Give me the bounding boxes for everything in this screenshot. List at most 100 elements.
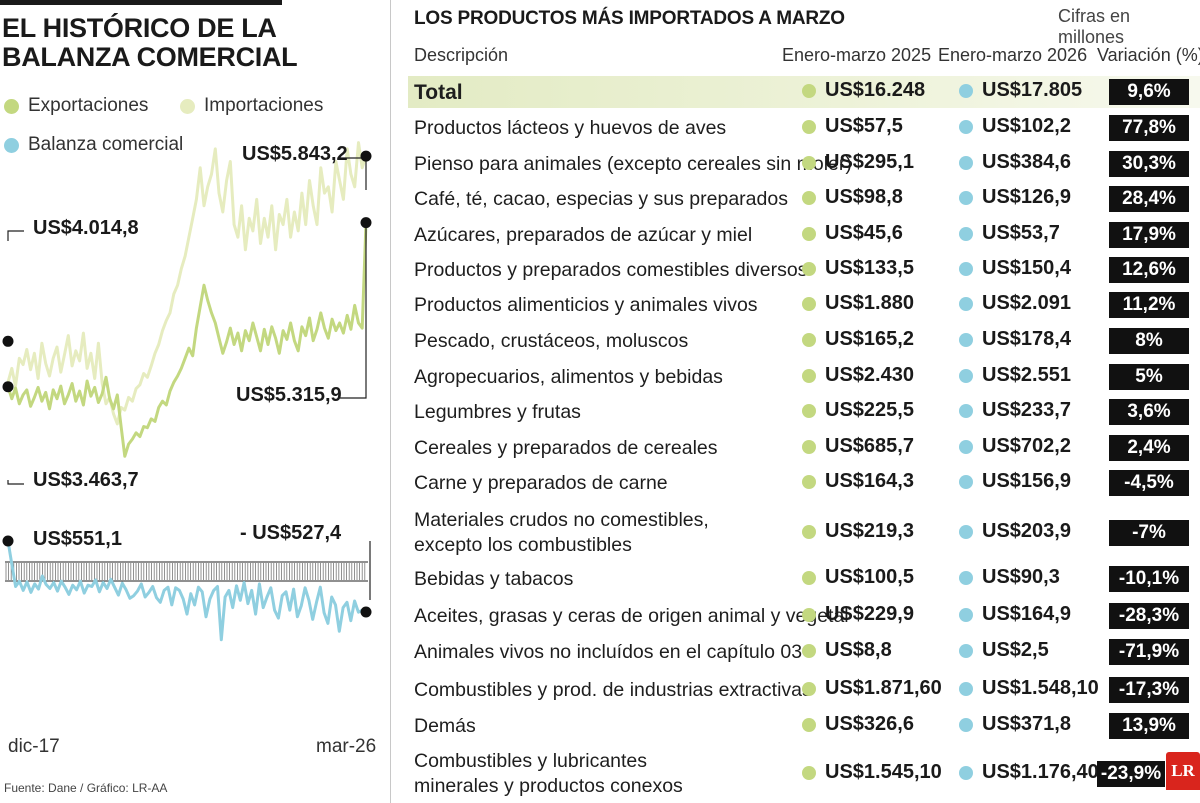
legend-balance: Balanza comercial — [4, 134, 183, 156]
value-2026: US$2.551 — [959, 364, 1071, 387]
value-2026-text: US$102,2 — [982, 115, 1071, 137]
value-2026-text: US$233,7 — [982, 399, 1071, 421]
header-2025: Enero-marzo 2025 — [782, 45, 932, 65]
variation-badge: 9,6% — [1109, 79, 1189, 105]
value-2025-dot — [802, 368, 816, 383]
legend-exports-dot — [4, 98, 19, 114]
value-2026: US$164,9 — [959, 603, 1071, 626]
value-2026-text: US$1.548,10 — [982, 677, 1099, 699]
header-2026: Enero-marzo 2026 — [938, 45, 1088, 65]
value-2025-text: US$229,9 — [825, 603, 914, 625]
value-2026: US$156,9 — [959, 470, 1071, 493]
source-note: Fuente: Dane / Gráfico: LR-AA — [4, 781, 168, 795]
annotation-balance-start: US$551,1 — [33, 528, 122, 550]
variation-badge: 12,6% — [1109, 257, 1189, 283]
x-axis-end-label: mar-26 — [316, 736, 377, 757]
variation-badge: 3,6% — [1109, 399, 1189, 425]
value-2025: US$98,8 — [802, 186, 903, 209]
row-description-line: Café, té, cacao, especias y sus preparad… — [414, 187, 788, 210]
value-2025: US$165,2 — [802, 328, 914, 351]
value-2025: US$57,5 — [802, 115, 903, 138]
panel-divider — [390, 0, 391, 803]
value-2025-text: US$685,7 — [825, 435, 914, 457]
value-2026-dot — [959, 607, 973, 622]
value-2026: US$53,7 — [959, 222, 1060, 245]
value-2026-dot — [959, 226, 973, 241]
row-description: Animales vivos no incluídos en el capítu… — [414, 640, 802, 665]
marker-imports-start — [2, 335, 14, 347]
value-2025-text: US$1.545,10 — [825, 761, 942, 783]
value-2025-text: US$98,8 — [825, 186, 903, 208]
value-2025: US$225,5 — [802, 399, 914, 422]
value-2025: US$8,8 — [802, 639, 892, 662]
value-2026: US$1.548,10 — [959, 677, 1099, 700]
row-description: Productos y preparados comestibles diver… — [414, 258, 807, 283]
value-2026: US$203,9 — [959, 520, 1071, 543]
row-description: Agropecuarios, alimentos y bebidas — [414, 365, 723, 390]
trade-balance-chart — [2, 141, 372, 642]
legend-imports-dot — [180, 98, 195, 114]
value-2025-dot — [802, 332, 816, 347]
value-2025: US$100,5 — [802, 566, 914, 589]
value-2025-text: US$57,5 — [825, 115, 903, 137]
lr-logo: LR — [1166, 752, 1200, 790]
value-2025-text: US$295,1 — [825, 151, 914, 173]
chart-title-line1: EL HISTÓRICO DE LA — [2, 13, 277, 43]
value-2026: US$126,9 — [959, 186, 1071, 209]
variation-badge: 13,9% — [1109, 713, 1189, 739]
legend-balance-label: Balanza comercial — [28, 134, 184, 155]
value-2026-dot — [959, 524, 973, 539]
value-2025-text: US$100,5 — [825, 566, 914, 588]
value-2026-text: US$371,8 — [982, 713, 1071, 735]
value-2025: US$164,3 — [802, 470, 914, 493]
row-description-line: Legumbres y frutas — [414, 400, 581, 423]
value-2026: US$90,3 — [959, 566, 1060, 589]
value-2025-dot — [802, 119, 816, 134]
value-2025-dot — [802, 439, 816, 454]
value-2025-dot — [802, 296, 816, 311]
value-2026-dot — [959, 83, 973, 98]
row-description-line: Combustibles y prod. de industrias extra… — [414, 678, 812, 701]
value-2025-dot — [802, 226, 816, 241]
value-2026-text: US$702,2 — [982, 435, 1071, 457]
variation-badge: 8% — [1109, 328, 1189, 354]
row-description: Bebidas y tabacos — [414, 567, 573, 592]
header-variation: Variación (%) — [1097, 45, 1200, 65]
marker-imports-last — [360, 150, 372, 162]
value-2025-text: US$16.248 — [825, 79, 926, 101]
row-description-line: excepto los combustibles — [414, 534, 632, 556]
variation-badge: 28,4% — [1109, 186, 1189, 212]
row-description-line: Productos alimenticios y animales vivos — [414, 293, 758, 316]
annotation-exports-min: US$3.463,7 — [33, 469, 139, 491]
value-2025-dot — [802, 190, 816, 205]
value-2026-dot — [959, 403, 973, 418]
value-2025: US$219,3 — [802, 520, 914, 543]
legend-imports-label: Importaciones — [204, 95, 324, 116]
row-description-line: Total — [414, 80, 463, 104]
value-2025-dot — [802, 765, 816, 780]
value-2026-dot — [959, 119, 973, 134]
value-2025-dot — [802, 681, 816, 696]
value-2025-text: US$133,5 — [825, 257, 914, 279]
row-description-line: Cereales y preparados de cereales — [414, 436, 718, 459]
value-2026: US$702,2 — [959, 435, 1071, 458]
value-2026-text: US$2.091 — [982, 292, 1071, 314]
row-description-line: Productos y preparados comestibles diver… — [414, 258, 808, 281]
value-2025-dot — [802, 403, 816, 418]
value-2025: US$1.880 — [802, 292, 914, 315]
row-description-line: Carne y preparados de carne — [414, 471, 668, 494]
value-2025: US$295,1 — [802, 151, 914, 174]
value-2026-dot — [959, 296, 973, 311]
value-2026: US$1.176,40 — [959, 761, 1099, 784]
variation-badge: -10,1% — [1109, 566, 1189, 592]
value-2026-text: US$126,9 — [982, 186, 1071, 208]
row-description-line: Agropecuarios, alimentos y bebidas — [414, 365, 723, 388]
marker-balance-last — [360, 606, 372, 618]
row-description-line: Animales vivos no incluídos en el capítu… — [414, 640, 803, 663]
value-2025-dot — [802, 607, 816, 622]
value-2026-dot — [959, 765, 973, 780]
value-2025-dot — [802, 83, 816, 98]
value-2025-dot — [802, 717, 816, 732]
value-2025: US$16.248 — [802, 79, 925, 102]
value-2025-text: US$164,3 — [825, 470, 914, 492]
